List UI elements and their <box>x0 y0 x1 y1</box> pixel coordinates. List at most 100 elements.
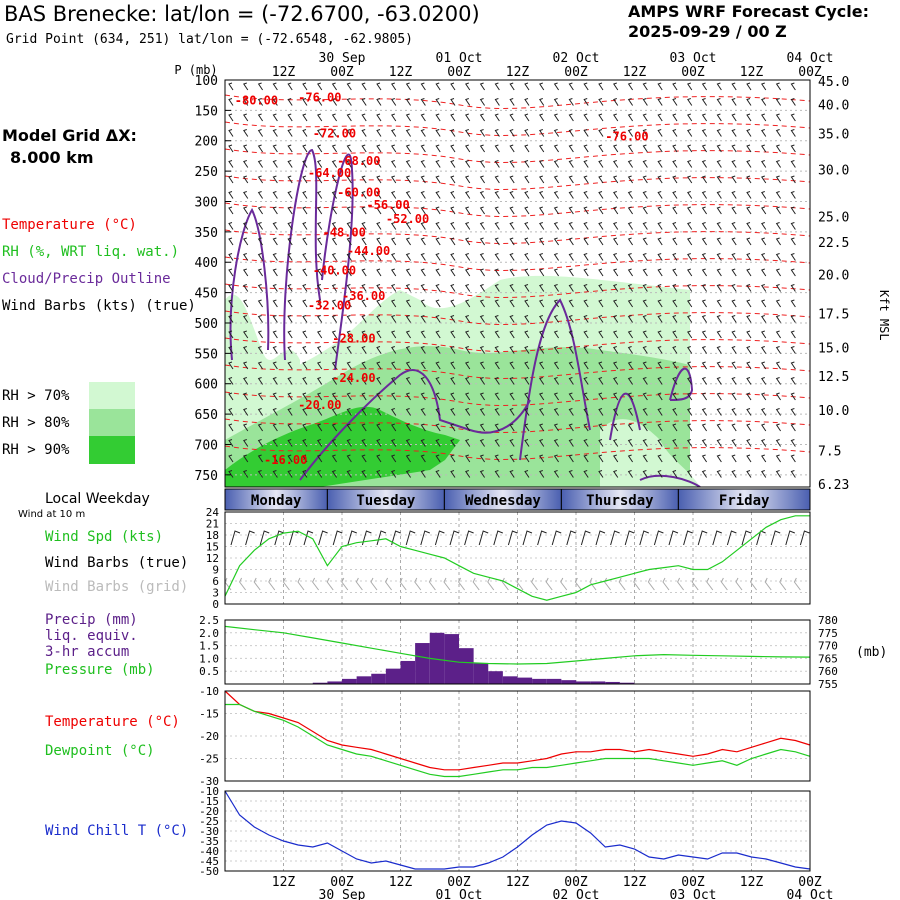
wind-barb <box>465 160 471 168</box>
wind-barb <box>568 268 574 277</box>
wind-barb <box>642 144 648 153</box>
wind-barb <box>302 175 308 184</box>
wind-barb <box>583 439 589 447</box>
wind-barb <box>642 377 648 385</box>
wind-barb-grid <box>516 577 524 591</box>
wind-barb <box>746 129 752 137</box>
time-tick-label-top: 00Z <box>564 65 588 80</box>
wind-barb <box>598 408 604 416</box>
wind-barb <box>775 222 782 230</box>
wind-barb <box>494 160 500 168</box>
wind-barb <box>509 82 515 91</box>
wind-barb <box>465 392 471 401</box>
wind-barb <box>420 315 426 323</box>
wind-barb <box>331 284 338 292</box>
wind-barb <box>701 175 708 184</box>
wind-barb <box>790 98 796 106</box>
wind-height-label: Wind at 10 m <box>18 509 86 520</box>
wind-barb <box>583 175 589 184</box>
wind-barb <box>716 299 722 308</box>
wind-barb <box>539 237 545 246</box>
wind-barb <box>524 144 530 153</box>
wind-barb-true <box>551 530 562 546</box>
wind-barb <box>746 113 752 122</box>
wind-barb <box>613 237 619 246</box>
wind-barb <box>420 346 426 354</box>
station-title: BAS Brenecke: lat/lon = (-72.6700, -63.0… <box>4 2 480 26</box>
wind-barb <box>613 470 619 478</box>
wind-barb <box>361 175 367 184</box>
temp-tick-label: -15 <box>199 708 219 721</box>
wind-barb <box>435 470 441 478</box>
time-tick-label-top: 00Z <box>330 65 354 80</box>
wind-barb <box>746 470 752 478</box>
wind-barb <box>613 268 619 277</box>
wind-barb <box>672 206 678 215</box>
wind-barb <box>479 299 486 308</box>
wind-barb <box>716 439 722 447</box>
wind-barb <box>420 113 426 122</box>
wind-barb <box>672 315 678 323</box>
wind-barb <box>687 113 693 122</box>
wind-barb <box>376 175 382 184</box>
wind-barb <box>228 284 234 292</box>
time-tick-label-bottom: 00Z <box>564 875 588 890</box>
wind-barb <box>317 470 323 478</box>
wind-barb <box>272 160 278 168</box>
wind-barb <box>790 160 796 168</box>
wind-barb <box>465 129 471 137</box>
wind-barb <box>243 330 249 339</box>
wind-barb <box>331 361 338 370</box>
wind-barb-grid <box>706 577 714 591</box>
wind-barb <box>272 408 278 416</box>
wind-barb <box>583 361 589 370</box>
wind-barb <box>272 222 278 230</box>
wind-barb <box>539 330 545 339</box>
wind-barb <box>642 160 648 168</box>
wind-barb <box>243 222 249 230</box>
wind-barb <box>598 284 604 292</box>
wind-barb <box>361 377 367 385</box>
wind-barb <box>391 175 397 184</box>
wind-barb <box>420 237 426 246</box>
wind-barb <box>346 237 352 246</box>
wind-barb-grid <box>604 577 611 591</box>
wind-barb <box>657 237 663 246</box>
wind-barb <box>257 175 264 184</box>
wind-barb <box>494 315 500 323</box>
wind-barb <box>376 113 382 122</box>
wind-barb <box>761 361 767 370</box>
wind-barb <box>272 253 278 261</box>
wind-barb <box>731 454 737 463</box>
wind-barb <box>509 113 515 122</box>
temp-frame <box>224 690 811 782</box>
wind-barb <box>272 423 278 432</box>
wind-barb <box>494 377 500 385</box>
wind-barb <box>583 237 589 246</box>
wind-barb <box>583 268 589 277</box>
date-label-top: 03 Oct <box>670 51 717 66</box>
wind-barb-true <box>478 530 489 546</box>
wind-barb <box>613 299 619 308</box>
wind-barb <box>287 268 293 277</box>
wind-barb <box>790 315 796 323</box>
wind-barb <box>613 361 619 370</box>
wind-barb <box>228 361 234 370</box>
wind-barb <box>391 377 397 385</box>
wind-barb <box>287 408 293 416</box>
wind-barb <box>568 361 574 370</box>
wind-barb-grid <box>662 577 670 591</box>
wind-barb <box>494 346 500 354</box>
wind-barb <box>775 284 782 292</box>
wind-barb <box>568 222 574 230</box>
wind-barb <box>287 237 293 246</box>
wind-barb <box>568 423 574 432</box>
time-tick-label-bottom: 00Z <box>447 875 471 890</box>
time-tick-label-top: 12Z <box>506 65 530 80</box>
wind-barb <box>435 253 441 261</box>
wind-barb <box>509 377 515 385</box>
precip-bar <box>473 663 489 684</box>
wind-barb <box>331 392 338 401</box>
wind-barb <box>465 206 471 215</box>
